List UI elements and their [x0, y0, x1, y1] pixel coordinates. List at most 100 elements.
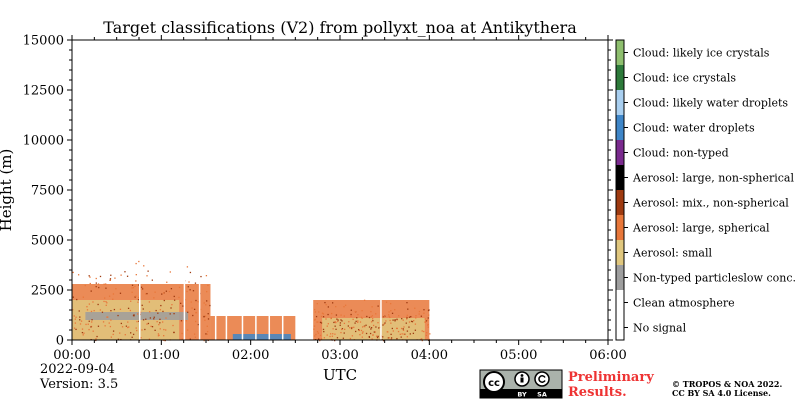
legend-label: Cloud: non-typed: [633, 147, 729, 160]
heatmap-speck: [370, 310, 372, 313]
heatmap-speck: [391, 312, 394, 314]
legend-swatch: [616, 140, 624, 165]
heatmap-speck: [403, 326, 405, 328]
heatmap-speck: [88, 320, 90, 322]
heatmap-speck: [150, 325, 152, 328]
heatmap-speck: [190, 301, 192, 303]
heatmap-speck: [141, 329, 143, 331]
heatmap-speck: [187, 286, 189, 288]
heatmap-speck: [149, 317, 152, 319]
heatmap-speck: [163, 292, 165, 294]
heatmap-speck: [87, 323, 89, 325]
heatmap-speck: [170, 288, 173, 290]
heatmap-speck: [414, 307, 416, 309]
heatmap-speck: [107, 316, 109, 318]
heatmap-speck: [334, 321, 337, 324]
heatmap-speck: [181, 332, 183, 335]
heatmap-speck: [72, 296, 75, 298]
heatmap-speck: [205, 275, 208, 277]
heatmap-speck: [400, 336, 402, 338]
heatmap-speck: [401, 317, 403, 320]
heatmap-speck: [163, 299, 165, 302]
heatmap-gap: [255, 280, 257, 340]
heatmap-speck: [341, 320, 343, 322]
heatmap-speck: [92, 301, 94, 303]
heatmap-speck: [358, 329, 360, 332]
heatmap-speck: [145, 318, 147, 320]
class-legend: No signal Clean atmosphere Non-typed parti…: [615, 39, 796, 341]
legend-label: No signal: [633, 322, 687, 335]
heatmap-speck: [389, 302, 392, 305]
heatmap-speck: [146, 275, 148, 277]
heatmap-speck: [91, 321, 93, 323]
heatmap-speck: [110, 310, 112, 312]
heatmap-speck: [203, 302, 205, 304]
legend-swatch: [616, 190, 624, 215]
heatmap-speck: [428, 338, 430, 341]
heatmap-speck: [385, 301, 388, 303]
heatmap-speck: [360, 316, 363, 318]
heatmap-speck: [371, 315, 374, 317]
heatmap-speck: [102, 321, 105, 323]
heatmap-speck: [427, 317, 429, 319]
heatmap-speck: [194, 336, 197, 338]
heatmap-speck: [130, 300, 132, 302]
heatmap-speck: [425, 334, 427, 337]
heatmap-speck: [319, 339, 321, 342]
heatmap-speck: [350, 315, 352, 317]
heatmap-speck: [389, 319, 391, 322]
heatmap-speck: [121, 326, 124, 328]
cc-by-sa-icon: cc BY SA: [479, 369, 563, 399]
heatmap-speck: [359, 334, 361, 336]
legend-swatch: [616, 40, 624, 65]
x-tick-label: 02:00: [232, 348, 269, 363]
heatmap-speck: [400, 327, 403, 330]
heatmap-speck: [88, 275, 90, 277]
heatmap-speck: [157, 333, 160, 335]
heatmap-speck: [135, 273, 137, 276]
heatmap-speck: [105, 300, 107, 303]
heatmap-speck: [195, 312, 197, 314]
heatmap-speck: [392, 330, 395, 332]
heatmap-speck: [207, 318, 210, 320]
heatmap-speck: [317, 332, 320, 334]
heatmap-speck: [356, 317, 358, 319]
heatmap-speck: [357, 314, 359, 316]
heatmap-speck: [72, 309, 74, 311]
heatmap-speck: [138, 320, 140, 323]
heatmap-speck: [192, 314, 194, 317]
heatmap-speck: [319, 334, 322, 337]
by-text: BY: [517, 391, 527, 399]
heatmap-speck: [372, 320, 374, 322]
heatmap-speck: [355, 330, 357, 333]
heatmap-speck: [394, 319, 396, 321]
heatmap-speck: [385, 320, 387, 322]
legend-label: Aerosol: large, spherical: [632, 222, 770, 235]
heatmap-speck: [106, 302, 108, 304]
heatmap-speck: [396, 318, 398, 320]
heatmap-speck: [314, 335, 316, 337]
heatmap-speck: [361, 310, 363, 312]
heatmap-speck: [368, 326, 371, 328]
y-tick-label: 7500: [31, 184, 64, 199]
heatmap-gap: [139, 280, 141, 340]
heatmap-speck: [383, 323, 385, 325]
heatmap-speck: [368, 335, 370, 338]
heatmap-speck: [153, 297, 155, 299]
heatmap-speck: [403, 333, 405, 335]
heatmap-speck: [146, 292, 148, 295]
heatmap-speck: [402, 328, 404, 330]
heatmap-speck: [153, 316, 155, 318]
by-icon-body: [520, 377, 524, 383]
heatmap-speck: [180, 302, 182, 305]
heatmap-speck: [193, 308, 196, 311]
heatmap-speck: [389, 316, 391, 319]
heatmap-speck: [124, 334, 126, 336]
heatmap-speck: [200, 275, 202, 278]
heatmap-speck: [204, 319, 206, 321]
heatmap-speck: [340, 319, 342, 321]
heatmap-speck: [173, 295, 175, 298]
heatmap-speck: [83, 332, 85, 334]
heatmap-speck: [136, 320, 138, 323]
x-tick-label: 01:00: [143, 348, 180, 363]
